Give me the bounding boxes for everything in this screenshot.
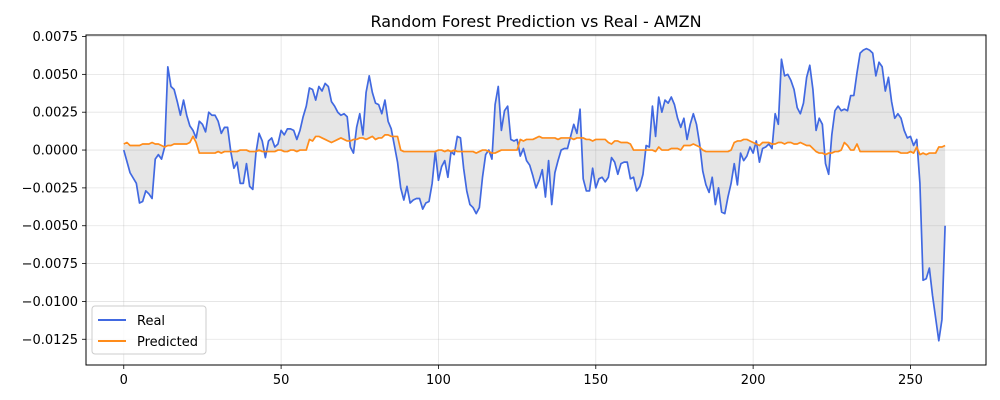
y-tick-label: −0.0025: [22, 181, 78, 196]
y-tick-label: −0.0125: [22, 333, 78, 348]
legend: Real Predicted: [91, 305, 207, 355]
chart-title: Random Forest Prediction vs Real - AMZN: [370, 12, 701, 31]
x-tick-label: 150: [583, 373, 608, 388]
x-tick-label: 100: [426, 373, 451, 388]
x-tick-label: 50: [273, 373, 290, 388]
series-line-real: [122, 47, 946, 342]
y-tick-label: −0.0075: [22, 257, 78, 272]
plot-frame: [85, 34, 987, 366]
x-axis: 0 50 100 150 200 250: [120, 365, 923, 388]
y-tick-label: 0.0025: [33, 106, 79, 121]
y-tick-label: 0.0000: [33, 144, 79, 159]
fill-between-area: [123, 48, 946, 341]
legend-predicted-label: Predicted: [137, 335, 198, 350]
series-lines: [122, 47, 946, 342]
y-tick-label: −0.0100: [22, 295, 78, 310]
legend-real-label: Real: [137, 314, 165, 329]
y-tick-label: −0.0050: [22, 219, 78, 234]
x-tick-label: 200: [741, 373, 766, 388]
x-tick-label: 250: [898, 373, 923, 388]
y-axis: −0.0125 −0.0100 −0.0075 −0.0050 −0.0025 0.000…: [22, 30, 86, 348]
x-tick-label: 0: [120, 373, 128, 388]
series-line-predicted: [123, 134, 946, 156]
fill-between-region: [123, 48, 946, 341]
y-tick-label: 0.0050: [33, 68, 79, 83]
y-tick-label: 0.0075: [33, 30, 79, 45]
